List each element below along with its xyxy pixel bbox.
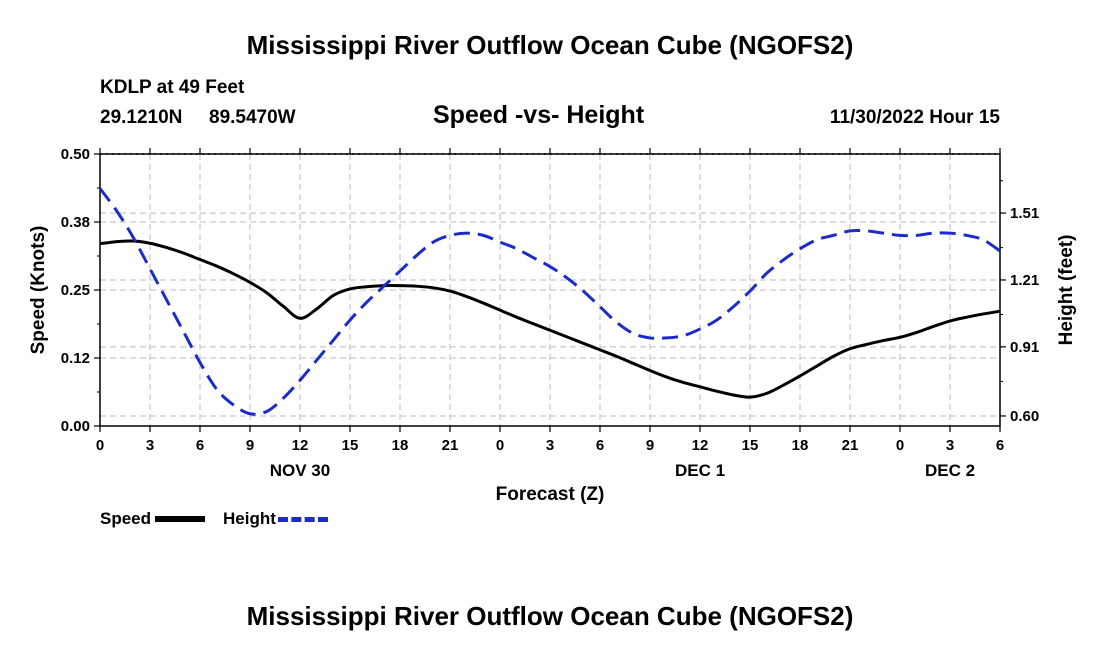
x-tick-label: 18 (392, 437, 409, 454)
series-line-height (98, 187, 1001, 416)
y-tick-label-right: 0.91 (1010, 339, 1039, 356)
x-tick-label: 18 (792, 437, 809, 454)
day-label: NOV 30 (270, 461, 330, 480)
series (98, 187, 1001, 416)
legend-height-label: Height (223, 509, 276, 528)
x-tick-label: 9 (246, 437, 254, 454)
forecast-datetime: 11/30/2022 Hour 15 (829, 107, 1000, 128)
day-label: DEC 2 (925, 461, 975, 480)
x-tick-label: 6 (996, 437, 1004, 454)
y-tick-label-left: 0.50 (61, 146, 90, 163)
x-tick-label: 15 (342, 437, 359, 454)
axes: 0 3 6 9 12 15 18 21 0 3 6 9 12 15 18 21 0 3 6 0.00 0.12 0.25 0… (61, 146, 1039, 480)
x-tick-label: 3 (946, 437, 954, 454)
legend-speed-label: Speed (100, 509, 152, 528)
y-axis-label-right: Height (feet) (1056, 235, 1077, 346)
legend-height-swatch (277, 516, 328, 522)
y-tick-label-left: 0.25 (61, 282, 90, 299)
x-tick-label: 9 (646, 437, 654, 454)
y-tick-label-right: 1.21 (1010, 272, 1039, 289)
x-tick-label: 3 (546, 437, 554, 454)
x-tick-label: 21 (442, 437, 459, 454)
y-axis-label-left: Speed (Knots) (28, 226, 49, 355)
x-tick-label: 21 (842, 437, 859, 454)
x-tick-label: 15 (742, 437, 759, 454)
station-lon: 89.5470W (209, 107, 296, 128)
x-tick-label: 6 (196, 437, 204, 454)
y-tick-label-left: 0.12 (61, 350, 90, 367)
grid (100, 154, 1000, 426)
series-line-speed (99, 239, 1001, 399)
x-tick-label: 0 (96, 437, 104, 454)
x-tick-label: 6 (596, 437, 604, 454)
y-tick-label-right: 1.51 (1010, 205, 1039, 222)
x-axis-label: Forecast (Z) (496, 484, 605, 505)
x-tick-label: 3 (146, 437, 154, 454)
y-tick-label-right: 0.60 (1010, 408, 1039, 425)
chart-title: Speed -vs- Height (433, 101, 645, 129)
station-name-depth: KDLP at 49 Feet (100, 77, 245, 98)
y-tick-label-left: 0.00 (61, 418, 90, 435)
legend: Speed Height (100, 509, 328, 529)
footer-title: Mississippi River Outflow Ocean Cube (NG… (246, 601, 854, 631)
x-tick-label: 0 (896, 437, 904, 454)
y-tick-label-left: 0.38 (61, 214, 90, 231)
x-tick-label: 12 (292, 437, 309, 454)
legend-speed-swatch (155, 516, 206, 522)
station-lat: 29.1210N (100, 107, 183, 128)
main-title: Mississippi River Outflow Ocean Cube (NG… (246, 30, 854, 60)
day-label: DEC 1 (675, 461, 725, 480)
x-tick-label: 0 (496, 437, 504, 454)
x-tick-label: 12 (692, 437, 709, 454)
